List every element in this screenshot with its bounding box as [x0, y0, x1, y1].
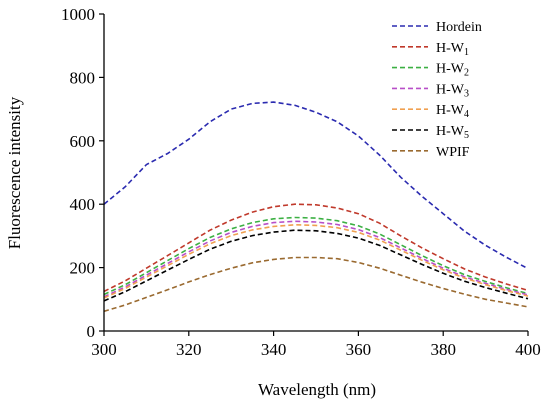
legend-label-6: H-W5	[436, 124, 469, 141]
axes-layer: 300 320 340 360 380 400 0 200 400 600 800 1000	[61, 5, 541, 359]
x-tick-label: 320	[176, 340, 202, 359]
series-line-1	[103, 101, 529, 270]
x-tick-label: 300	[91, 340, 117, 359]
x-tick-label: 340	[261, 340, 287, 359]
y-tick-label: 400	[70, 195, 96, 214]
legend-label-2: H-W1	[436, 41, 469, 58]
legend-label-3: H-W2	[436, 62, 469, 79]
y-tick-label: 800	[70, 68, 96, 87]
x-axis-title: Wavelength (nm)	[258, 380, 376, 399]
x-tick-label: 400	[515, 340, 541, 359]
legend-label-4: H-W3	[436, 82, 469, 99]
y-tick-label: 0	[87, 322, 96, 341]
legend-label-5: H-W4	[436, 103, 469, 120]
y-tick-label: 600	[70, 132, 96, 151]
legend: Hordein H-W1 H-W2 H-W3 H-W4 H-W5 WPIF	[392, 20, 482, 160]
y-axis-title: Fluorescence intensity	[5, 96, 24, 249]
x-tick-label: 380	[430, 340, 456, 359]
legend-label-1: Hordein	[436, 20, 482, 35]
series-line-3	[103, 216, 529, 296]
series-line-5	[103, 223, 529, 299]
y-tick-label: 1000	[61, 5, 95, 24]
series-line-6	[103, 229, 529, 302]
series-line-7	[103, 256, 529, 313]
y-tick-label: 200	[70, 259, 96, 278]
series-line-2	[103, 203, 529, 293]
x-tick-label: 360	[346, 340, 372, 359]
legend-label-7: WPIF	[436, 145, 470, 160]
series-line-4	[103, 220, 529, 298]
series-layer	[103, 101, 529, 313]
